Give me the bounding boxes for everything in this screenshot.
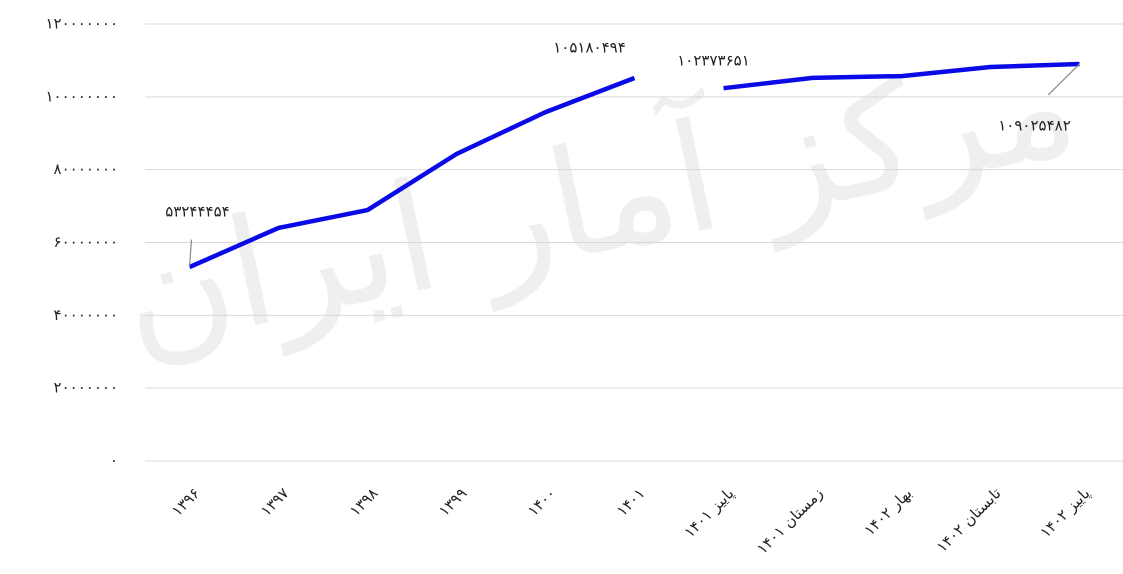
y-tick-label: ۱۲۰۰۰۰۰۰۰ <box>45 15 118 33</box>
line <box>723 61 1080 91</box>
x-tick-label: پاییز ۱۴۰۱ <box>680 484 738 542</box>
value-label: ۱۰۲۳۷۳۶۵۱ <box>677 52 750 70</box>
x-tick-label: ۱۴۰۱ <box>613 484 649 520</box>
x-tick-label: ۱۳۹۸ <box>346 484 382 520</box>
x-tick-label: زمستان ۱۴۰۱ <box>753 484 826 557</box>
x-tick-label: تابستان ۱۴۰۲ <box>933 484 1005 556</box>
x-tick-label: ۱۳۹۷ <box>257 484 293 520</box>
x-tick-label: بهار ۱۴۰۲ <box>860 484 915 539</box>
value-label: ۱۰۹۰۲۵۴۸۲ <box>998 116 1071 134</box>
value-label: ۱۰۵۱۸۰۴۹۴ <box>553 38 626 56</box>
y-tick-label: ۲۰۰۰۰۰۰۰ <box>54 379 118 397</box>
value-label: ۵۳۲۴۴۴۵۴ <box>165 203 229 221</box>
leader-line <box>1047 63 1080 96</box>
leader-line <box>188 239 193 268</box>
x-tick-label: ۱۳۹۹ <box>435 484 471 520</box>
y-tick-label: ۱۰۰۰۰۰۰۰۰ <box>45 87 118 105</box>
y-tick-label: ۸۰۰۰۰۰۰۰ <box>54 160 118 178</box>
watermark: مرکز آمار ایران <box>104 11 1091 387</box>
y-tick-label: ۴۰۰۰۰۰۰۰ <box>54 306 118 324</box>
y-tick-label: ۶۰۰۰۰۰۰۰ <box>54 233 118 251</box>
x-tick-label: پاییز ۱۴۰۲ <box>1036 484 1094 542</box>
line <box>188 75 636 270</box>
y-tick-label: ۰ <box>110 452 118 470</box>
x-tick-label: ۱۴۰۰ <box>524 484 560 520</box>
x-tick-label: ۱۳۹۶ <box>168 484 204 520</box>
